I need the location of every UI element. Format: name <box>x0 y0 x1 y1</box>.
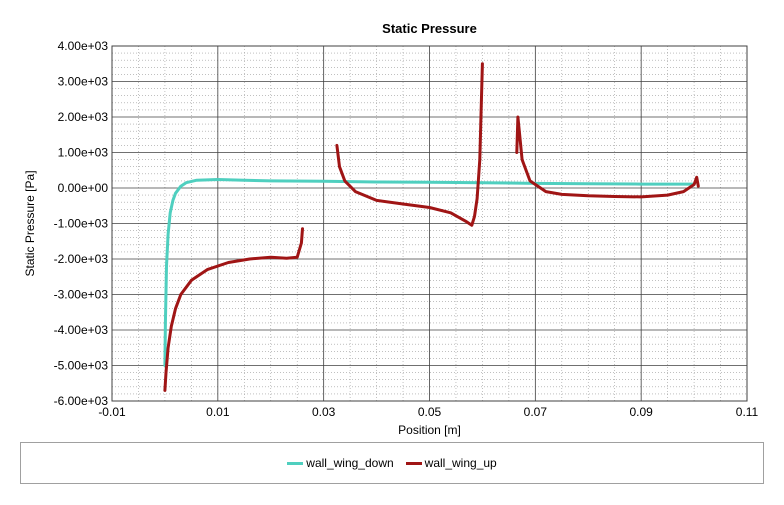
legend-swatch-wall-wing-down <box>287 461 304 465</box>
legend: wall_wing_down wall_wing_up <box>20 442 764 484</box>
x-tick-label: 0.03 <box>312 405 336 419</box>
y-tick-label: 2.00e+03 <box>58 110 109 124</box>
y-tick-label: 3.00e+03 <box>58 75 109 89</box>
series-line-wall-wing-up <box>515 115 700 199</box>
y-tick-label: -6.00e+03 <box>54 394 109 408</box>
chart-svg: -0.01 0.01 0.03 0.05 0.07 0.09 0.11 4.00e+03 3.0… <box>23 21 759 437</box>
x-tick-label: 0.05 <box>418 405 442 419</box>
y-tick-label: -5.00e+03 <box>54 359 109 373</box>
x-axis-label: Position [m] <box>398 423 461 437</box>
y-tick-label: 4.00e+03 <box>58 39 109 53</box>
y-tick-label: -1.00e+03 <box>54 217 109 231</box>
series-line-wall-wing-up <box>163 227 304 392</box>
y-tick-label: -3.00e+03 <box>54 288 109 302</box>
legend-label-wall-wing-down: wall_wing_down <box>306 456 394 470</box>
y-axis-label: Static Pressure [Pa] <box>23 170 37 276</box>
x-tick-label: 0.09 <box>629 405 653 419</box>
x-tick-label: 0.01 <box>206 405 230 419</box>
plot-frame <box>111 45 748 402</box>
x-tick-label: 0.07 <box>524 405 548 419</box>
legend-swatch-wall-wing-up <box>405 461 422 465</box>
series-line-wall-wing-down <box>163 178 696 367</box>
y-tick-label: 0.00e+00 <box>58 181 109 195</box>
series-line-wall-wing-up <box>335 62 484 227</box>
x-tick-label: -0.01 <box>98 405 126 419</box>
y-tick-label: 1.00e+03 <box>58 146 109 160</box>
y-tick-label: -2.00e+03 <box>54 252 109 266</box>
y-tick-label: -4.00e+03 <box>54 323 109 337</box>
chart-title: Static Pressure <box>382 21 477 36</box>
legend-item-wall-wing-down[interactable]: wall_wing_down <box>287 456 394 470</box>
x-tick-label: 0.11 <box>736 405 759 419</box>
legend-label-wall-wing-up: wall_wing_up <box>424 456 497 470</box>
legend-item-wall-wing-up[interactable]: wall_wing_up <box>405 456 497 470</box>
